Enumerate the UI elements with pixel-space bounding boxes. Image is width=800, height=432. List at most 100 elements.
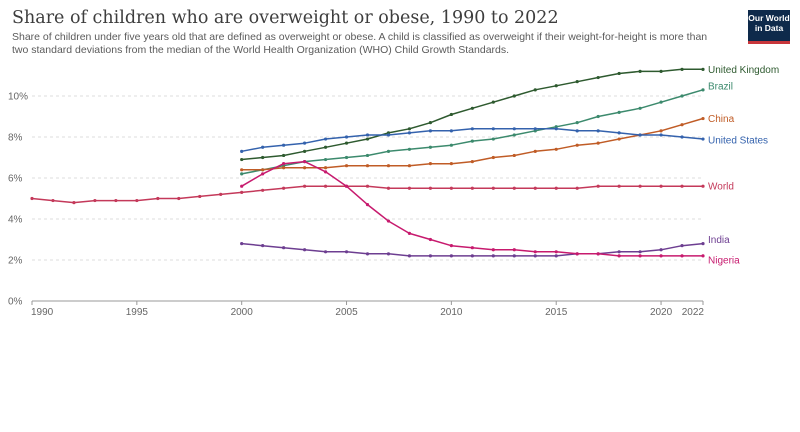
data-point [470,139,474,143]
data-point [449,129,453,133]
data-point [323,145,328,149]
data-point [701,67,705,71]
data-point [491,155,495,160]
data-point [512,254,516,258]
data-point [701,116,705,121]
data-point [282,166,286,170]
chart-subtitle: Share of children under five years old t… [12,31,708,56]
data-point [240,172,244,176]
data-point [198,194,202,199]
data-point [596,114,600,119]
data-point [491,137,495,141]
data-point [302,166,307,170]
data-point [659,254,663,258]
data-point [680,67,684,71]
data-point [491,248,495,252]
y-tick-label: 10% [8,92,28,103]
data-point [282,143,286,147]
data-point [261,172,265,176]
data-point [638,106,642,110]
data-point [135,198,139,203]
series-nigeria: Nigeria [240,160,740,266]
data-point [512,94,516,98]
data-point [51,198,55,203]
data-point [323,184,328,188]
data-point [617,110,621,114]
data-point [407,127,412,131]
series-label: Nigeria [708,255,740,266]
data-point [323,170,328,174]
data-point [156,196,160,201]
data-point [282,246,286,250]
y-tick-label: 8% [8,133,23,144]
data-point [261,145,265,149]
data-point [512,127,516,131]
data-point [114,198,118,203]
data-point [449,162,453,166]
data-point [344,155,349,160]
data-point [617,137,621,141]
data-point [428,237,433,242]
data-point [428,121,433,125]
data-point [240,157,244,162]
series-label: India [708,235,730,246]
data-point [428,254,433,258]
data-point [701,137,705,141]
data-point [680,135,684,139]
data-point [533,186,537,190]
data-point [449,112,453,117]
series-china: China [240,114,735,172]
series-india: India [240,235,730,258]
data-point [638,184,642,188]
data-point [470,160,474,164]
data-point [617,184,621,188]
data-point [386,149,391,153]
data-point [282,162,286,166]
x-tick-label: 2010 [440,307,463,318]
series-label: China [708,114,735,125]
data-point [428,129,433,133]
data-point [575,80,579,84]
data-point [617,254,621,258]
series-label: United States [708,136,768,147]
data-point [596,184,600,188]
data-point [512,153,516,158]
data-point [323,166,328,170]
data-point [470,254,474,258]
data-point [596,129,600,133]
data-point [659,69,663,73]
x-tick-label: 2022 [682,307,705,318]
series-brazil: Brazil [240,81,733,176]
x-tick-label: 2015 [545,307,568,318]
logo-line-2: in Data [754,23,784,33]
data-point [470,246,474,250]
data-point [365,203,370,207]
series-line [241,160,703,257]
owid-logo[interactable]: Our World in Data [748,10,790,44]
data-point [261,155,265,160]
data-point [701,254,705,258]
data-point [575,121,579,125]
series-united-kingdom: United Kingdom [240,65,779,162]
series-label: United Kingdom [708,65,779,76]
data-point [638,69,642,73]
data-point [219,192,223,196]
data-point [386,219,391,223]
data-point [491,186,495,190]
data-point [701,184,705,188]
data-point [680,244,684,248]
data-point [282,153,286,158]
series-label: World [708,182,734,193]
data-point [554,147,558,151]
data-point [365,252,370,256]
logo-line-1: Our World [748,13,790,23]
series-line [241,68,703,161]
series-line [241,242,704,257]
data-point [344,184,349,188]
data-point [680,94,684,98]
data-point [365,164,370,168]
data-point [554,250,558,254]
data-point [30,196,34,201]
data-point [449,186,453,190]
